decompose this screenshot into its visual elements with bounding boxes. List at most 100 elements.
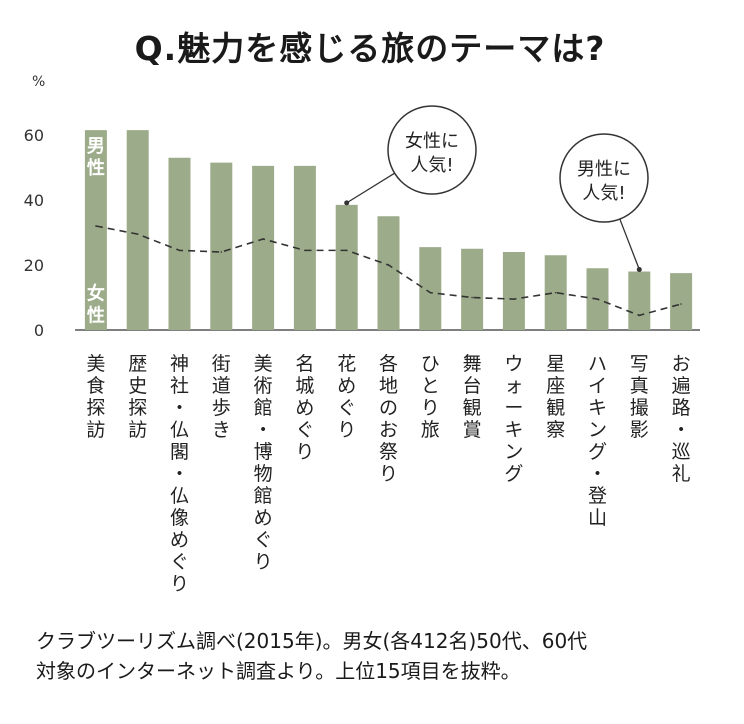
annotation-text: 人気! — [582, 183, 625, 204]
category-label: 歴 — [128, 353, 147, 375]
category-label: 影 — [630, 419, 649, 441]
annotation-text: 男性に — [577, 159, 631, 180]
category-label: と — [421, 375, 440, 397]
category-label: 館 — [254, 397, 273, 419]
category-label: 館 — [254, 485, 273, 507]
category-label: グ — [504, 463, 523, 485]
category-label: 撮 — [630, 397, 649, 419]
point-女性 — [345, 249, 348, 252]
category-label: り — [254, 551, 273, 573]
category-label: 仏 — [170, 419, 189, 441]
bar-男性 — [377, 216, 400, 330]
bar-男性 — [126, 130, 149, 330]
bar-男性 — [628, 271, 651, 330]
category-label: ひ — [421, 353, 440, 375]
category-label: 察 — [546, 419, 565, 441]
annotation-pointer-dot — [344, 200, 350, 206]
category-label: 史 — [128, 375, 147, 397]
category-label: り — [295, 441, 314, 463]
point-女性 — [95, 225, 97, 227]
bar-男性 — [461, 248, 484, 330]
category-label: り — [379, 463, 398, 485]
series-label: 女 — [87, 283, 105, 305]
category-label: ・ — [254, 419, 273, 441]
category-label: 座 — [546, 375, 565, 397]
category-label: ・ — [672, 419, 691, 441]
category-label: 観 — [463, 397, 482, 419]
category-label: ハ — [588, 353, 607, 375]
category-label: 真 — [630, 375, 649, 397]
category-label: り — [337, 419, 356, 441]
bar-男性 — [335, 204, 358, 330]
category-label: 旅 — [421, 419, 440, 441]
annotation-text: 人気! — [410, 155, 453, 176]
category-label: め — [170, 529, 189, 551]
bar-男性 — [293, 165, 316, 330]
point-女性 — [136, 233, 139, 235]
annotation-text: 女性に — [405, 131, 459, 152]
bar-男性 — [502, 252, 525, 330]
category-label: め — [337, 375, 356, 397]
point-女性 — [262, 238, 264, 240]
point-女性 — [680, 303, 682, 305]
series-label: 性 — [87, 157, 105, 179]
category-label: 台 — [463, 375, 482, 397]
category-label: 星 — [546, 353, 565, 375]
category-label: 美 — [86, 353, 105, 375]
category-label: ぐ — [337, 397, 356, 419]
category-label: 花 — [337, 353, 356, 375]
category-label: ぐ — [170, 551, 189, 573]
category-label: 社 — [170, 375, 189, 397]
footnote-line-2: 対象のインターネット調査より。上位15項目を抜粋。 — [36, 659, 521, 683]
point-女性 — [429, 291, 432, 294]
chart-title: Q.魅力を感じる旅のテーマは? — [134, 29, 606, 68]
category-label: ー — [504, 397, 523, 419]
category-label: 各 — [379, 353, 398, 375]
category-label: り — [170, 573, 189, 595]
category-label: 遍 — [672, 375, 691, 397]
category-label: め — [295, 397, 314, 419]
category-label: り — [421, 397, 440, 419]
y-tick-label: 40 — [24, 191, 44, 210]
category-label: 路 — [672, 397, 691, 419]
footnote: クラブツーリズム調べ(2015年)。男女(各412名)50代、60代 対象のイン… — [36, 626, 726, 686]
annotation-pointer — [346, 172, 395, 204]
point-女性 — [596, 298, 599, 300]
category-label: 訪 — [86, 419, 105, 441]
bar-男性 — [419, 247, 442, 330]
category-label: 賞 — [463, 419, 482, 441]
category-label: キ — [504, 419, 523, 441]
category-label: き — [212, 419, 231, 441]
category-label: ぐ — [295, 419, 314, 441]
category-label: 食 — [86, 375, 105, 397]
category-label: め — [254, 507, 273, 529]
annotation-pointer-dot — [636, 267, 642, 272]
category-label: お — [672, 353, 691, 375]
category-label: 街 — [212, 353, 231, 375]
point-女性 — [304, 249, 306, 252]
y-tick-label: 0 — [34, 321, 44, 340]
footnote-line-1: クラブツーリズム調べ(2015年)。男女(各412名)50代、60代 — [36, 629, 588, 653]
chart: 0204060%男性女性美食探訪歴史探訪神社・仏閣・仏像めぐり街道歩き美術館・博… — [24, 74, 700, 595]
category-label: 道 — [212, 375, 231, 397]
category-label: グ — [588, 441, 607, 463]
category-label: 博 — [254, 441, 273, 463]
bar-男性 — [670, 273, 693, 330]
y-axis-unit: % — [32, 74, 45, 90]
category-label: ウ — [504, 353, 523, 375]
category-label: ・ — [588, 463, 607, 485]
category-label: ぐ — [254, 529, 273, 551]
point-女性 — [471, 296, 473, 299]
category-label: 城 — [295, 375, 314, 397]
point-女性 — [178, 249, 181, 252]
category-label: 訪 — [128, 419, 147, 441]
category-label: ン — [504, 441, 523, 463]
bar-男性 — [84, 130, 107, 330]
series-label: 性 — [87, 305, 105, 327]
category-label: 美 — [254, 353, 273, 375]
category-label: 神 — [170, 353, 189, 375]
bar-男性 — [252, 165, 275, 330]
point-女性 — [513, 298, 515, 300]
bar-男性 — [210, 162, 233, 330]
annotation-bubble — [559, 133, 649, 223]
